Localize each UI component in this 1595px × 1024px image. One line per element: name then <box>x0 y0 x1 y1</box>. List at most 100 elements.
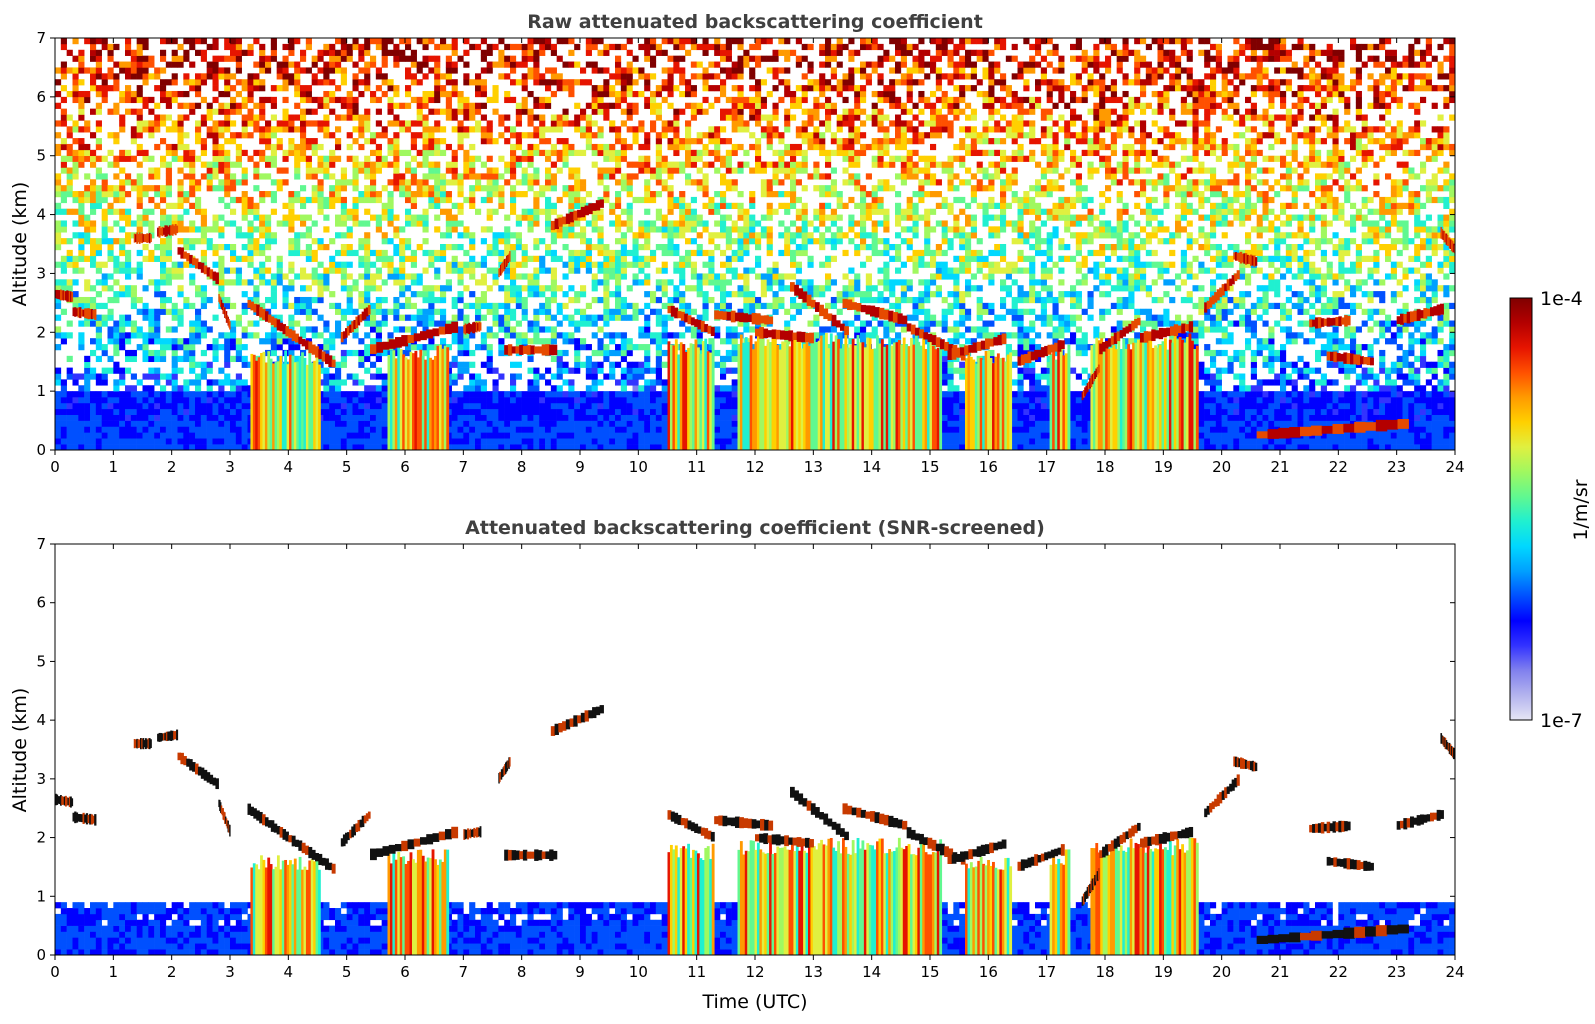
heat-cell <box>714 402 721 410</box>
heat-cell <box>568 167 575 174</box>
heat-cell <box>125 108 132 115</box>
heat-cell <box>434 196 441 204</box>
heat-cell <box>265 191 272 198</box>
heat-cell <box>673 55 680 62</box>
heat-cell <box>556 196 563 204</box>
heat-cell <box>346 90 353 98</box>
heat-cell <box>644 102 651 109</box>
heat-cell <box>556 432 563 439</box>
heat-cell <box>445 102 452 109</box>
heat-cell <box>294 67 301 74</box>
heat-cell <box>358 79 365 86</box>
heat-cell <box>638 426 645 433</box>
heat-cell <box>195 38 202 45</box>
heat-cell <box>72 420 79 427</box>
heat-cell <box>329 408 336 415</box>
heat-cell <box>200 55 207 62</box>
heat-cell <box>329 267 336 274</box>
heat-cell <box>696 249 703 257</box>
heat-cell <box>632 261 639 268</box>
heat-cell <box>212 43 219 51</box>
heat-cell <box>323 432 330 439</box>
heat-cell <box>492 43 499 51</box>
heat-cell <box>90 238 97 245</box>
heat-cell <box>387 38 394 45</box>
heat-cell <box>253 114 260 121</box>
heat-cell <box>685 214 692 221</box>
heat-cell <box>241 291 248 298</box>
heat-cell <box>731 414 738 421</box>
heat-cell <box>405 273 412 280</box>
heat-cell <box>148 397 155 404</box>
heat-cell <box>539 326 546 333</box>
heat-cell <box>533 367 540 374</box>
heat-cell <box>125 420 132 427</box>
heat-cell <box>259 126 266 133</box>
heat-cell <box>387 79 394 86</box>
heat-cell <box>515 191 522 198</box>
heat-cell <box>387 108 394 115</box>
heat-cell <box>638 143 645 151</box>
heat-cell <box>189 179 196 186</box>
heat-cell <box>591 273 598 280</box>
heat-cell <box>136 196 143 204</box>
heat-cell <box>626 61 633 68</box>
heat-cell <box>335 426 342 433</box>
heat-cell <box>568 420 575 427</box>
heat-cell <box>580 226 587 233</box>
heat-cell <box>673 332 680 339</box>
heat-cell <box>90 408 97 415</box>
heat-cell <box>451 173 458 180</box>
heat-cell <box>311 143 318 151</box>
heat-cell <box>486 43 493 51</box>
heat-cell <box>638 261 645 268</box>
heat-cell <box>725 38 732 45</box>
heat-cell <box>527 397 534 404</box>
heat-cell <box>387 273 394 280</box>
heat-cell <box>550 285 557 292</box>
heat-cell <box>375 355 382 363</box>
heat-cell <box>101 155 108 162</box>
heat-cell <box>533 214 540 221</box>
heat-cell <box>375 161 382 168</box>
heat-cell <box>510 314 517 321</box>
heat-cell <box>142 432 149 439</box>
heat-cell <box>702 96 709 104</box>
heat-cell <box>609 220 616 227</box>
heat-cell <box>101 73 108 80</box>
heat-cell <box>340 244 347 251</box>
heat-cell <box>597 214 604 221</box>
heat-cell <box>136 326 143 333</box>
heat-cell <box>673 249 680 257</box>
heat-cell <box>101 38 108 45</box>
heat-cell <box>136 249 143 257</box>
heat-cell <box>591 314 598 321</box>
heat-cell <box>160 85 167 92</box>
heat-cell <box>300 155 307 162</box>
heat-cell <box>632 90 639 98</box>
heat-cell <box>545 185 552 192</box>
heat-cell <box>101 279 108 286</box>
heat-cell <box>335 367 342 374</box>
heat-cell <box>620 244 627 251</box>
heat-cell <box>498 238 505 245</box>
heat-cell <box>66 391 73 398</box>
heat-cell <box>165 61 172 68</box>
heat-cell <box>84 279 91 286</box>
heat-cell <box>230 332 237 339</box>
heat-cell <box>358 432 365 439</box>
heat-cell <box>235 432 242 439</box>
heat-cell <box>574 61 581 68</box>
heat-cell <box>568 232 575 239</box>
heat-cell <box>101 426 108 433</box>
heat-cell <box>655 438 662 445</box>
heat-cell <box>235 314 242 321</box>
heat-cell <box>95 391 102 398</box>
heat-cell <box>387 308 394 315</box>
heat-cell <box>160 302 167 310</box>
heat-cell <box>486 132 493 139</box>
heat-cell <box>539 191 546 198</box>
heat-cell <box>405 255 412 262</box>
heat-cell <box>136 444 143 450</box>
heat-cell <box>644 314 651 321</box>
